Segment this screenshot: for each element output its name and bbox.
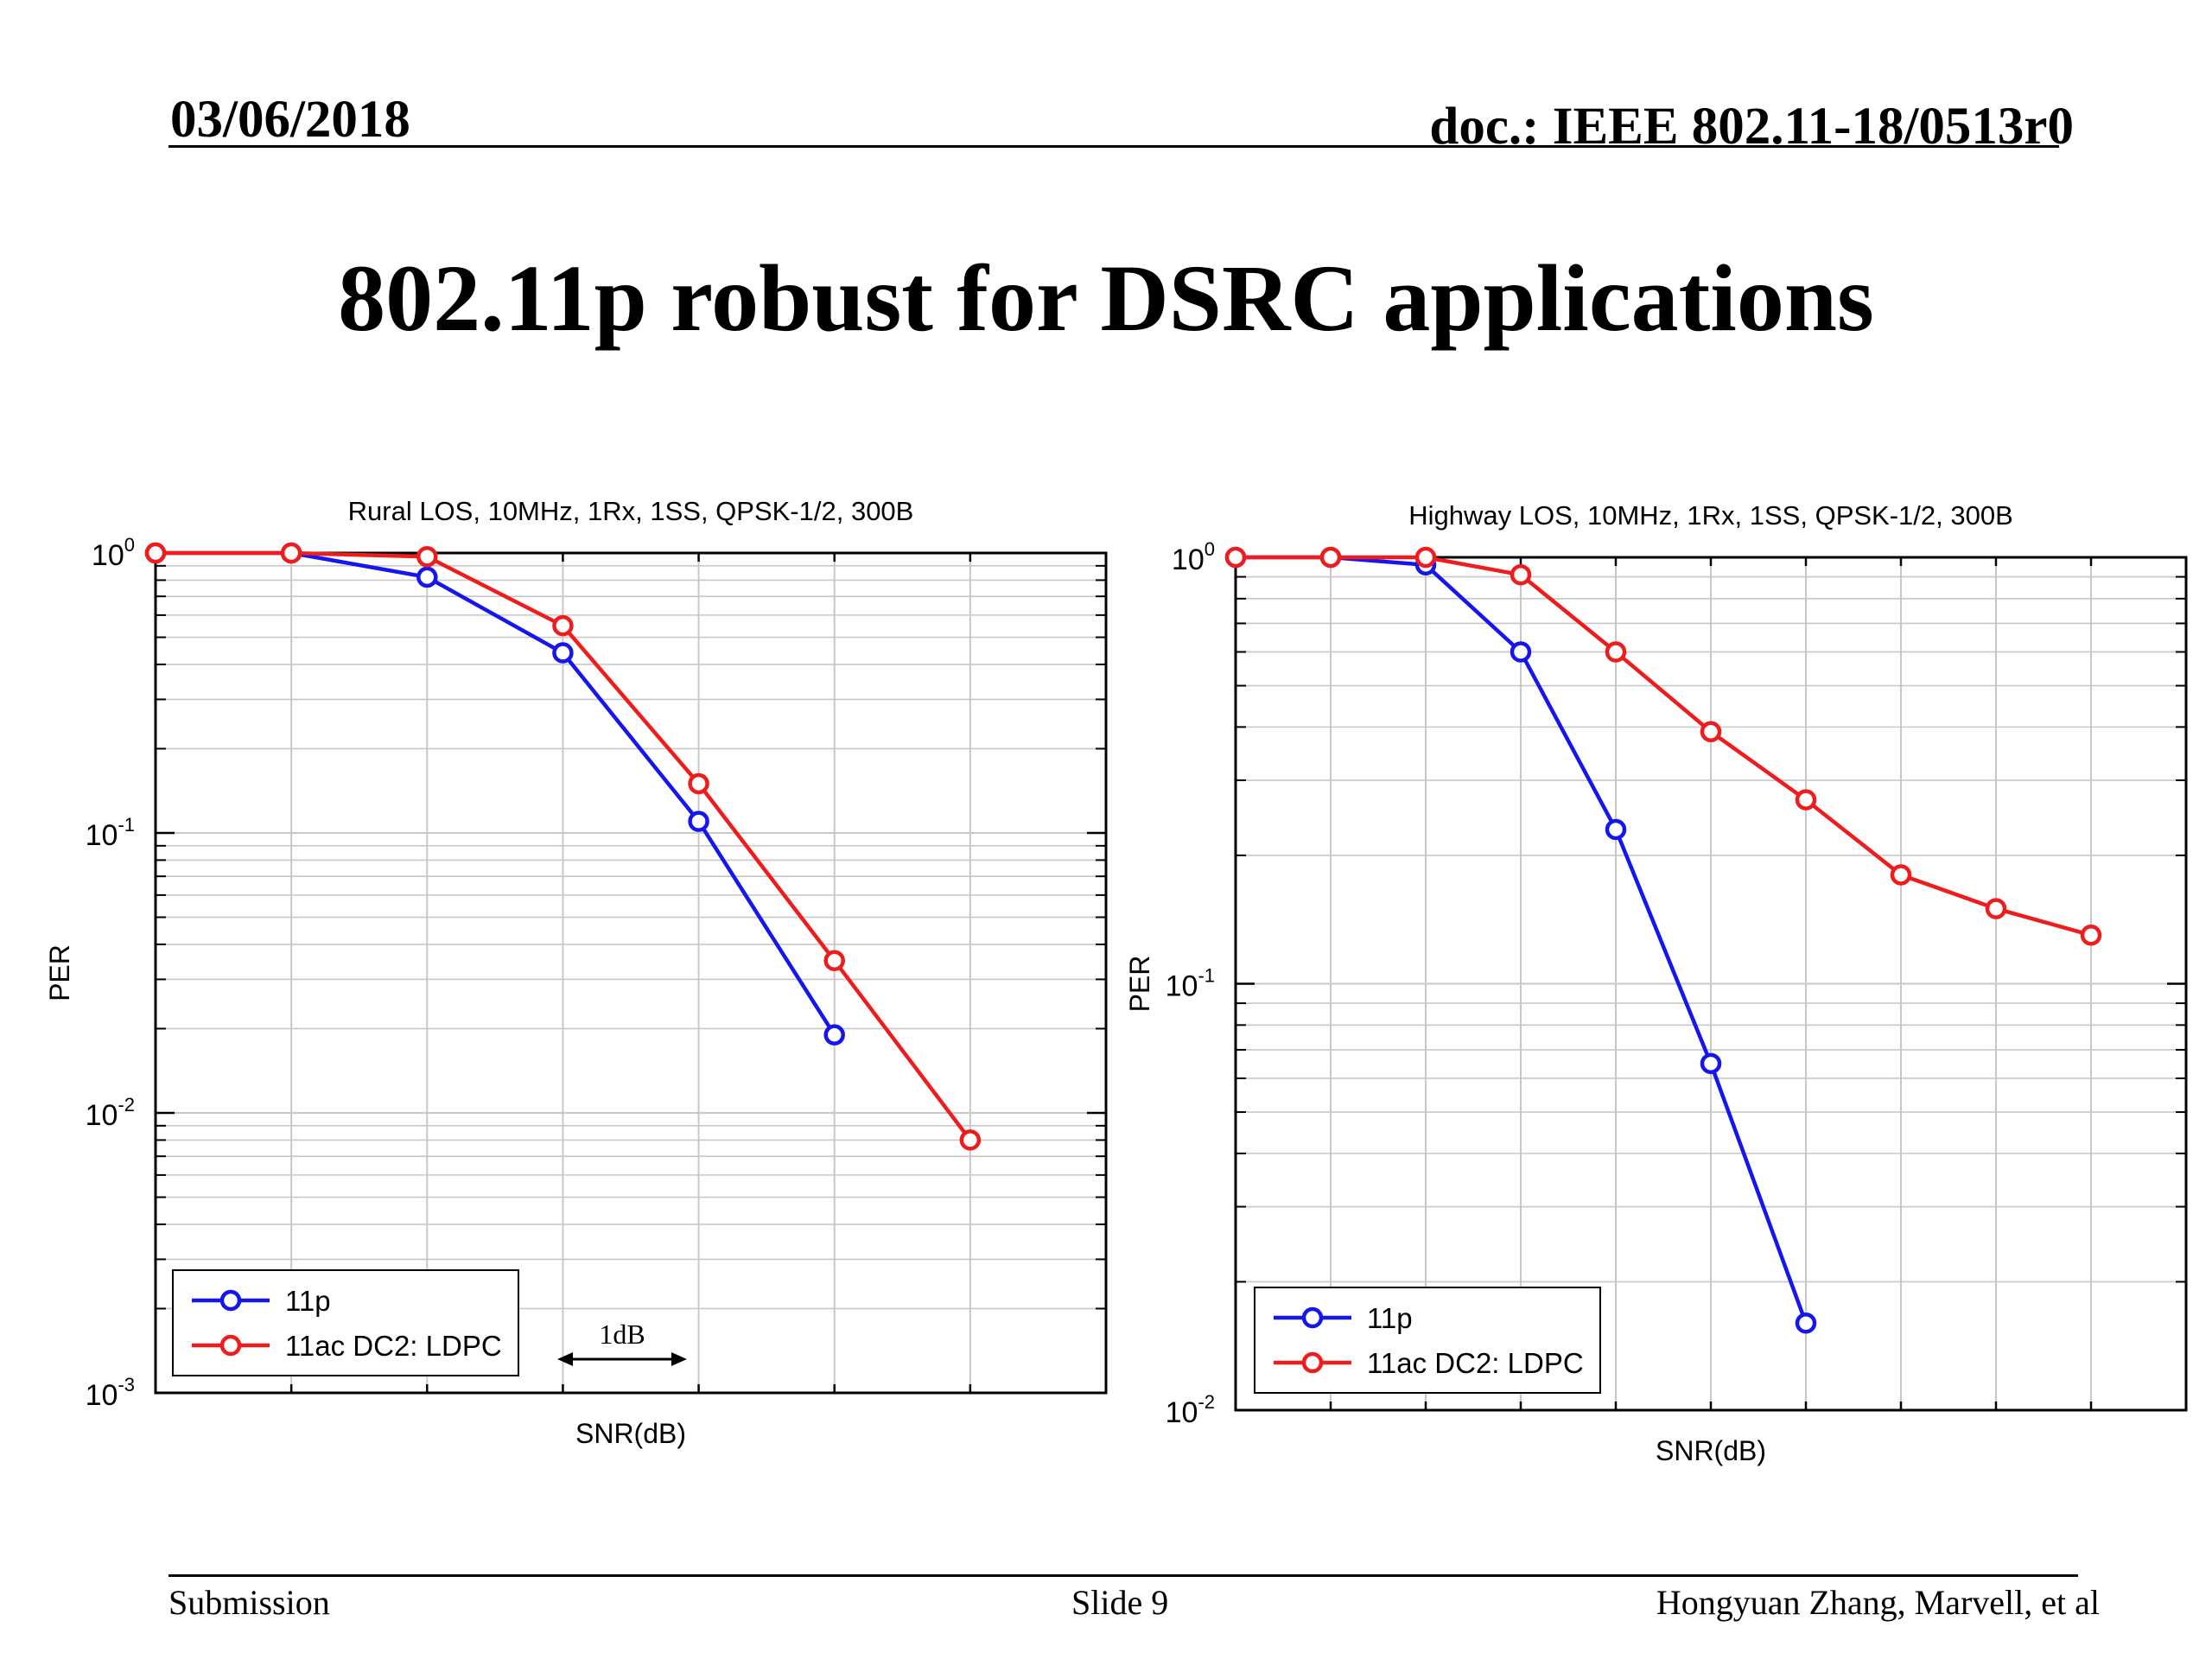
chart2-ytick-label: 100 bbox=[1172, 538, 1215, 576]
chart1-series-1-point bbox=[552, 642, 574, 664]
chart1-title: Rural LOS, 10MHz, 1Rx, 1SS, QPSK-1/2, 30… bbox=[348, 496, 914, 526]
chart2-x-axis-label: SNR(dB) bbox=[1656, 1435, 1766, 1466]
chart1-ytick-label: 100 bbox=[92, 534, 135, 572]
chart2-series-2-point bbox=[1890, 864, 1912, 886]
chart2-legend-box bbox=[1254, 1287, 1601, 1394]
chart2-series-2-point bbox=[2080, 925, 2102, 946]
header-rule bbox=[168, 145, 2059, 148]
chart1-legend-marker bbox=[219, 1289, 242, 1312]
chart1-annotation-label: 1dB bbox=[599, 1319, 645, 1350]
chart1-ytick-label: 10-2 bbox=[86, 1094, 135, 1132]
chart2-series-1-point bbox=[1605, 818, 1627, 841]
chart1-series-2-point bbox=[144, 542, 167, 564]
chart1-series-2-point bbox=[959, 1129, 982, 1151]
chart2-axes-frame bbox=[1234, 556, 2188, 1412]
chart2-legend-label: 11ac DC2: LDPC bbox=[1367, 1347, 1584, 1379]
chart1-legend-label: 11ac DC2: LDPC bbox=[285, 1330, 502, 1362]
header-date: 03/06/2018 bbox=[170, 91, 410, 149]
chart2: 100 10-1 10-2 Highway LOS, 10MHz, 1Rx, 1SS,… bbox=[1124, 500, 2188, 1466]
chart2-legend-label: 11p bbox=[1367, 1302, 1413, 1334]
chart1-legend-label: 11p bbox=[285, 1285, 331, 1317]
chart1-series-1-line bbox=[156, 550, 836, 1036]
chart2-series-2-line bbox=[1236, 555, 2092, 938]
chart2-series-2-point bbox=[1224, 546, 1247, 569]
chart2-ytick-label: 10-2 bbox=[1166, 1391, 1215, 1429]
chart2-series-1-point bbox=[1795, 1313, 1817, 1334]
chart2-series-1-point bbox=[1700, 1052, 1722, 1075]
chart2-title: Highway LOS, 10MHz, 1Rx, 1SS, QPSK-1/2, … bbox=[1408, 500, 2013, 531]
chart2-legend-marker bbox=[1301, 1306, 1324, 1329]
chart1-series-1-point bbox=[688, 810, 709, 832]
header-doc-id: doc.: IEEE 802.11-18/0513r0 bbox=[1429, 98, 2074, 156]
chart1-series-2-point bbox=[552, 614, 574, 637]
chart2-series-2-point bbox=[1605, 641, 1627, 663]
chart2-series-1-point bbox=[1510, 641, 1532, 663]
chart1-ytick-label: 10-3 bbox=[86, 1374, 135, 1412]
footer-authors: Hongyuan Zhang, Marvell, et al bbox=[1656, 1583, 2100, 1622]
chart1-axes-frame bbox=[154, 551, 1108, 1395]
chart2-series-2-point bbox=[1414, 546, 1437, 569]
chart1-series-2-point bbox=[416, 546, 438, 568]
chart1-x-axis-label: SNR(dB) bbox=[575, 1418, 686, 1449]
chart1-series-2-point bbox=[688, 772, 709, 795]
chart2-y-axis-label: PER bbox=[1124, 956, 1155, 1013]
footer-submission: Submission bbox=[168, 1583, 330, 1622]
chart2-legend-marker bbox=[1301, 1351, 1324, 1374]
chart1-series-1-point bbox=[823, 1024, 845, 1046]
chart1-series-2-point bbox=[280, 542, 302, 564]
chart2-ytick-label: 10-1 bbox=[1166, 965, 1215, 1003]
chart1-y-axis-label: PER bbox=[44, 944, 75, 1001]
chart2-series-2-point bbox=[1795, 789, 1817, 810]
chart2-series-2-point bbox=[1319, 546, 1342, 569]
chart1-legend-box bbox=[172, 1269, 519, 1376]
chart1: 100 10-1 10-2 10-3 Rural LOS, 10MHz, 1Rx, 1S… bbox=[44, 496, 1108, 1449]
chart2-series-2-point bbox=[1510, 563, 1532, 586]
chart2-series-2-point bbox=[1985, 898, 2007, 919]
chart1-series-1-point bbox=[416, 566, 438, 588]
slide-title: 802.11p robust for DSRC applications bbox=[338, 245, 1874, 351]
footer-rule bbox=[168, 1574, 2078, 1577]
chart1-annotation-arrowhead-left bbox=[557, 1352, 573, 1366]
chart1-annotation-arrowhead-right bbox=[671, 1352, 687, 1366]
chart1-ytick-label: 10-1 bbox=[86, 814, 135, 852]
footer-slide-number: Slide 9 bbox=[1071, 1583, 1169, 1622]
chart2-series-2-point bbox=[1700, 721, 1722, 743]
chart1-series-2-point bbox=[823, 950, 845, 971]
chart1-legend-marker bbox=[219, 1334, 242, 1357]
